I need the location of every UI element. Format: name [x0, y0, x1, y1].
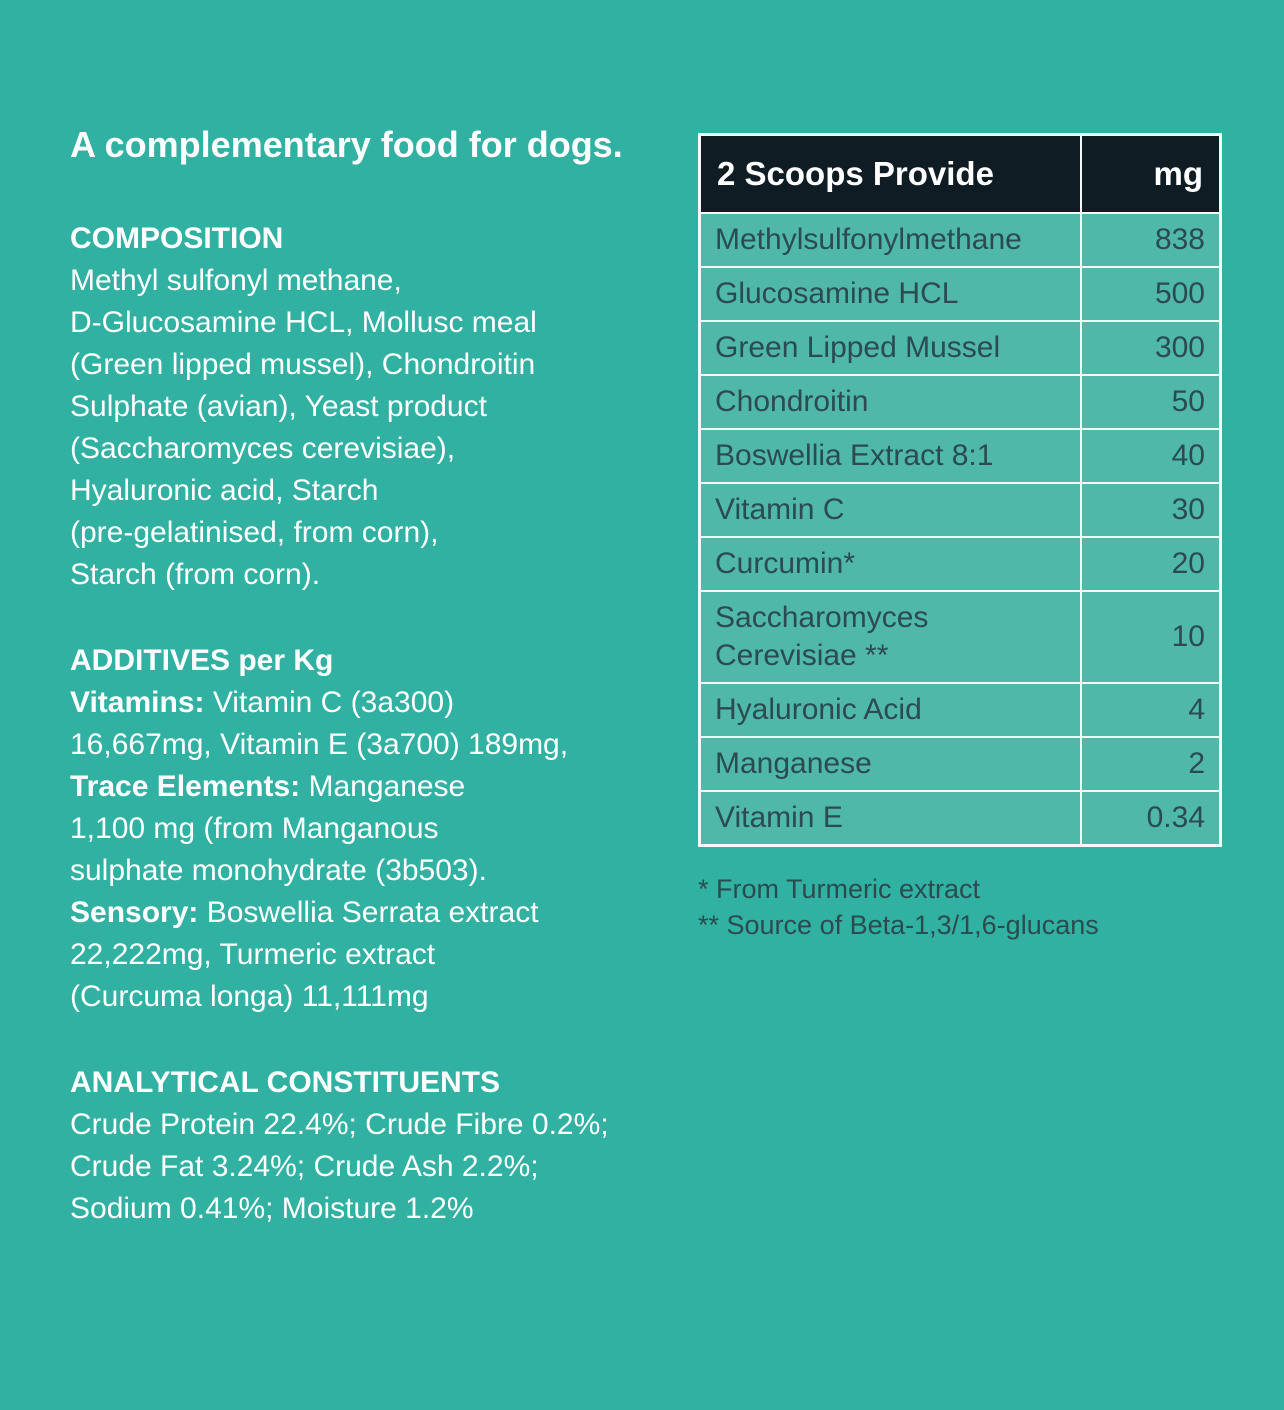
table-row: Hyaluronic Acid 4 [698, 682, 1222, 738]
table-row: Chondroitin 50 [698, 374, 1222, 430]
ingredient-name: Green Lipped Mussel [698, 320, 1083, 376]
table-body: Methylsulfonylmethane 838 Glucosamine HCL 5… [698, 212, 1222, 847]
ingredient-amount: 2 [1080, 736, 1222, 792]
ingredient-name: Vitamin C [698, 482, 1083, 538]
additives-plain-text: Boswellia Serrata extract 22,222mg, Turm… [70, 896, 539, 1013]
table-row: Glucosamine HCL 500 [698, 266, 1222, 322]
table-header-unit: mg [1080, 133, 1222, 214]
ingredient-name: Curcumin* [698, 536, 1083, 592]
table-row: Curcumin* 20 [698, 536, 1222, 592]
ingredient-name: Manganese [698, 736, 1083, 792]
product-tagline: A complementary food for dogs. [70, 124, 623, 165]
additives-text: Vitamins: Vitamin C (3a300) 16,667mg, Vi… [70, 682, 680, 1018]
footnote-turmeric: * From Turmeric extract [698, 874, 981, 904]
table-column: 2 Scoops Provide mg Methylsulfonylmethan… [698, 133, 1222, 943]
ingredient-amount: 10 [1080, 590, 1222, 684]
table-row: Vitamin C 30 [698, 482, 1222, 538]
table-header-name: 2 Scoops Provide [698, 133, 1083, 214]
analytical-section: ANALYTICAL CONSTITUENTS Crude Protein 22… [70, 1062, 680, 1230]
ingredient-amount: 4 [1080, 682, 1222, 738]
nutrition-table: 2 Scoops Provide mg Methylsulfonylmethan… [698, 133, 1222, 847]
ingredient-name: Vitamin E [698, 790, 1083, 847]
analytical-text: Crude Protein 22.4%; Crude Fibre 0.2%; C… [70, 1108, 609, 1225]
ingredient-name: Glucosamine HCL [698, 266, 1083, 322]
ingredient-amount: 50 [1080, 374, 1222, 430]
ingredient-amount: 500 [1080, 266, 1222, 322]
ingredient-amount: 40 [1080, 428, 1222, 484]
table-row: Manganese 2 [698, 736, 1222, 792]
ingredient-name: Methylsulfonylmethane [698, 212, 1083, 268]
footnotes: * From Turmeric extract ** Source of Bet… [698, 871, 1222, 943]
ingredient-name: Saccharomyces Cerevisiae ** [698, 590, 1083, 684]
table-header: 2 Scoops Provide mg [698, 133, 1222, 214]
table-row: Boswellia Extract 8:1 40 [698, 428, 1222, 484]
additives-bold-label: Sensory: [70, 896, 199, 929]
table-row: Methylsulfonylmethane 838 [698, 212, 1222, 268]
composition-text: Methyl sulfonyl methane, D-Glucosamine H… [70, 264, 537, 591]
ingredient-amount: 20 [1080, 536, 1222, 592]
table-row: Green Lipped Mussel 300 [698, 320, 1222, 376]
additives-heading: ADDITIVES per Kg [70, 644, 334, 677]
ingredient-amount: 0.34 [1080, 790, 1222, 847]
additives-section: ADDITIVES per Kg Vitamins: Vitamin C (3a… [70, 640, 680, 1018]
additives-bold-label: Vitamins: [70, 686, 205, 719]
additives-bold-label: Trace Elements: [70, 770, 301, 803]
ingredient-amount: 300 [1080, 320, 1222, 376]
composition-section: COMPOSITION Methyl sulfonyl methane, D-G… [70, 218, 680, 596]
table-row: Vitamin E 0.34 [698, 790, 1222, 847]
composition-heading: COMPOSITION [70, 222, 284, 255]
footnote-beta-glucans: ** Source of Beta-1,3/1,6-glucans [698, 910, 1099, 940]
analytical-heading: ANALYTICAL CONSTITUENTS [70, 1066, 501, 1099]
table-header-row: 2 Scoops Provide mg [698, 133, 1222, 214]
additives-plain-text: Manganese 1,100 mg (from Manganous sulph… [70, 770, 487, 887]
additives-plain-text: Vitamin C (3a300) 16,667mg, Vitamin E (3… [70, 686, 569, 761]
ingredient-name: Chondroitin [698, 374, 1083, 430]
ingredient-name: Boswellia Extract 8:1 [698, 428, 1083, 484]
table-row: Saccharomyces Cerevisiae ** 10 [698, 590, 1222, 684]
ingredient-amount: 838 [1080, 212, 1222, 268]
ingredient-name: Hyaluronic Acid [698, 682, 1083, 738]
ingredient-amount: 30 [1080, 482, 1222, 538]
info-column: A complementary food for dogs. COMPOSITI… [70, 122, 680, 1274]
